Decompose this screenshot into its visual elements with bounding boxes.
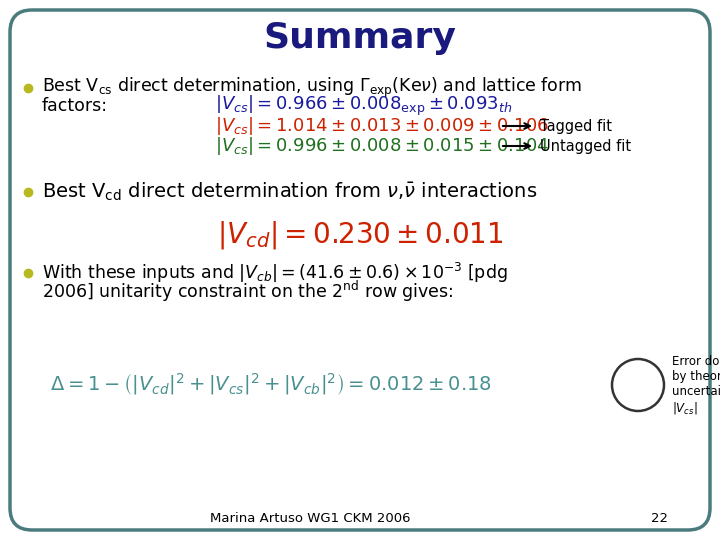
Text: Best V$_{\sf cd}$ direct determination from $\nu$,$\bar{\nu}$ interactions: Best V$_{\sf cd}$ direct determination f… — [42, 181, 537, 203]
Text: Marina Artuso WG1 CKM 2006: Marina Artuso WG1 CKM 2006 — [210, 511, 410, 524]
Text: 2006] unitarity constraint on the 2$^{\rm nd}$ row gives:: 2006] unitarity constraint on the 2$^{\r… — [42, 279, 454, 303]
Text: $|V_{cs}|=0.996\pm 0.008\pm 0.015\pm 0.104$: $|V_{cs}|=0.996\pm 0.008\pm 0.015\pm 0.1… — [215, 135, 549, 157]
Text: Untagged fit: Untagged fit — [540, 138, 631, 153]
Text: factors:: factors: — [42, 97, 108, 115]
Text: Error dominated
by theoretical
uncertainty in
$|V_{cs}|$: Error dominated by theoretical uncertain… — [672, 355, 720, 416]
Text: Best V$_{\sf cs}$ direct determination, using $\Gamma_{\sf exp}$(Ke$\nu$) and la: Best V$_{\sf cs}$ direct determination, … — [42, 76, 582, 100]
Text: $|V_{cd}|= 0.230\pm 0.011$: $|V_{cd}|= 0.230\pm 0.011$ — [217, 219, 503, 251]
Text: With these inputs and $|V_{cb}|=(41.6\pm0.6)\times10^{-3}$ [pdg: With these inputs and $|V_{cb}|=(41.6\pm… — [42, 261, 508, 285]
Text: Tagged fit: Tagged fit — [540, 118, 612, 133]
Text: $|V_{cs}|= 0.966\pm 0.008_{\rm exp}\pm 0.093_{th}$: $|V_{cs}|= 0.966\pm 0.008_{\rm exp}\pm 0… — [215, 94, 513, 118]
Text: $|V_{cs}|=1.014\pm 0.013\pm 0.009\pm 0.106$: $|V_{cs}|=1.014\pm 0.013\pm 0.009\pm 0.1… — [215, 115, 549, 137]
Text: $\Delta=1-\left(|V_{cd}|^2+|V_{cs}|^2+|V_{cb}|^2\right)=0.012\pm0.18$: $\Delta=1-\left(|V_{cd}|^2+|V_{cs}|^2+|V… — [50, 372, 492, 398]
FancyBboxPatch shape — [10, 10, 710, 530]
Text: Summary: Summary — [264, 21, 456, 55]
Text: 22: 22 — [652, 511, 668, 524]
